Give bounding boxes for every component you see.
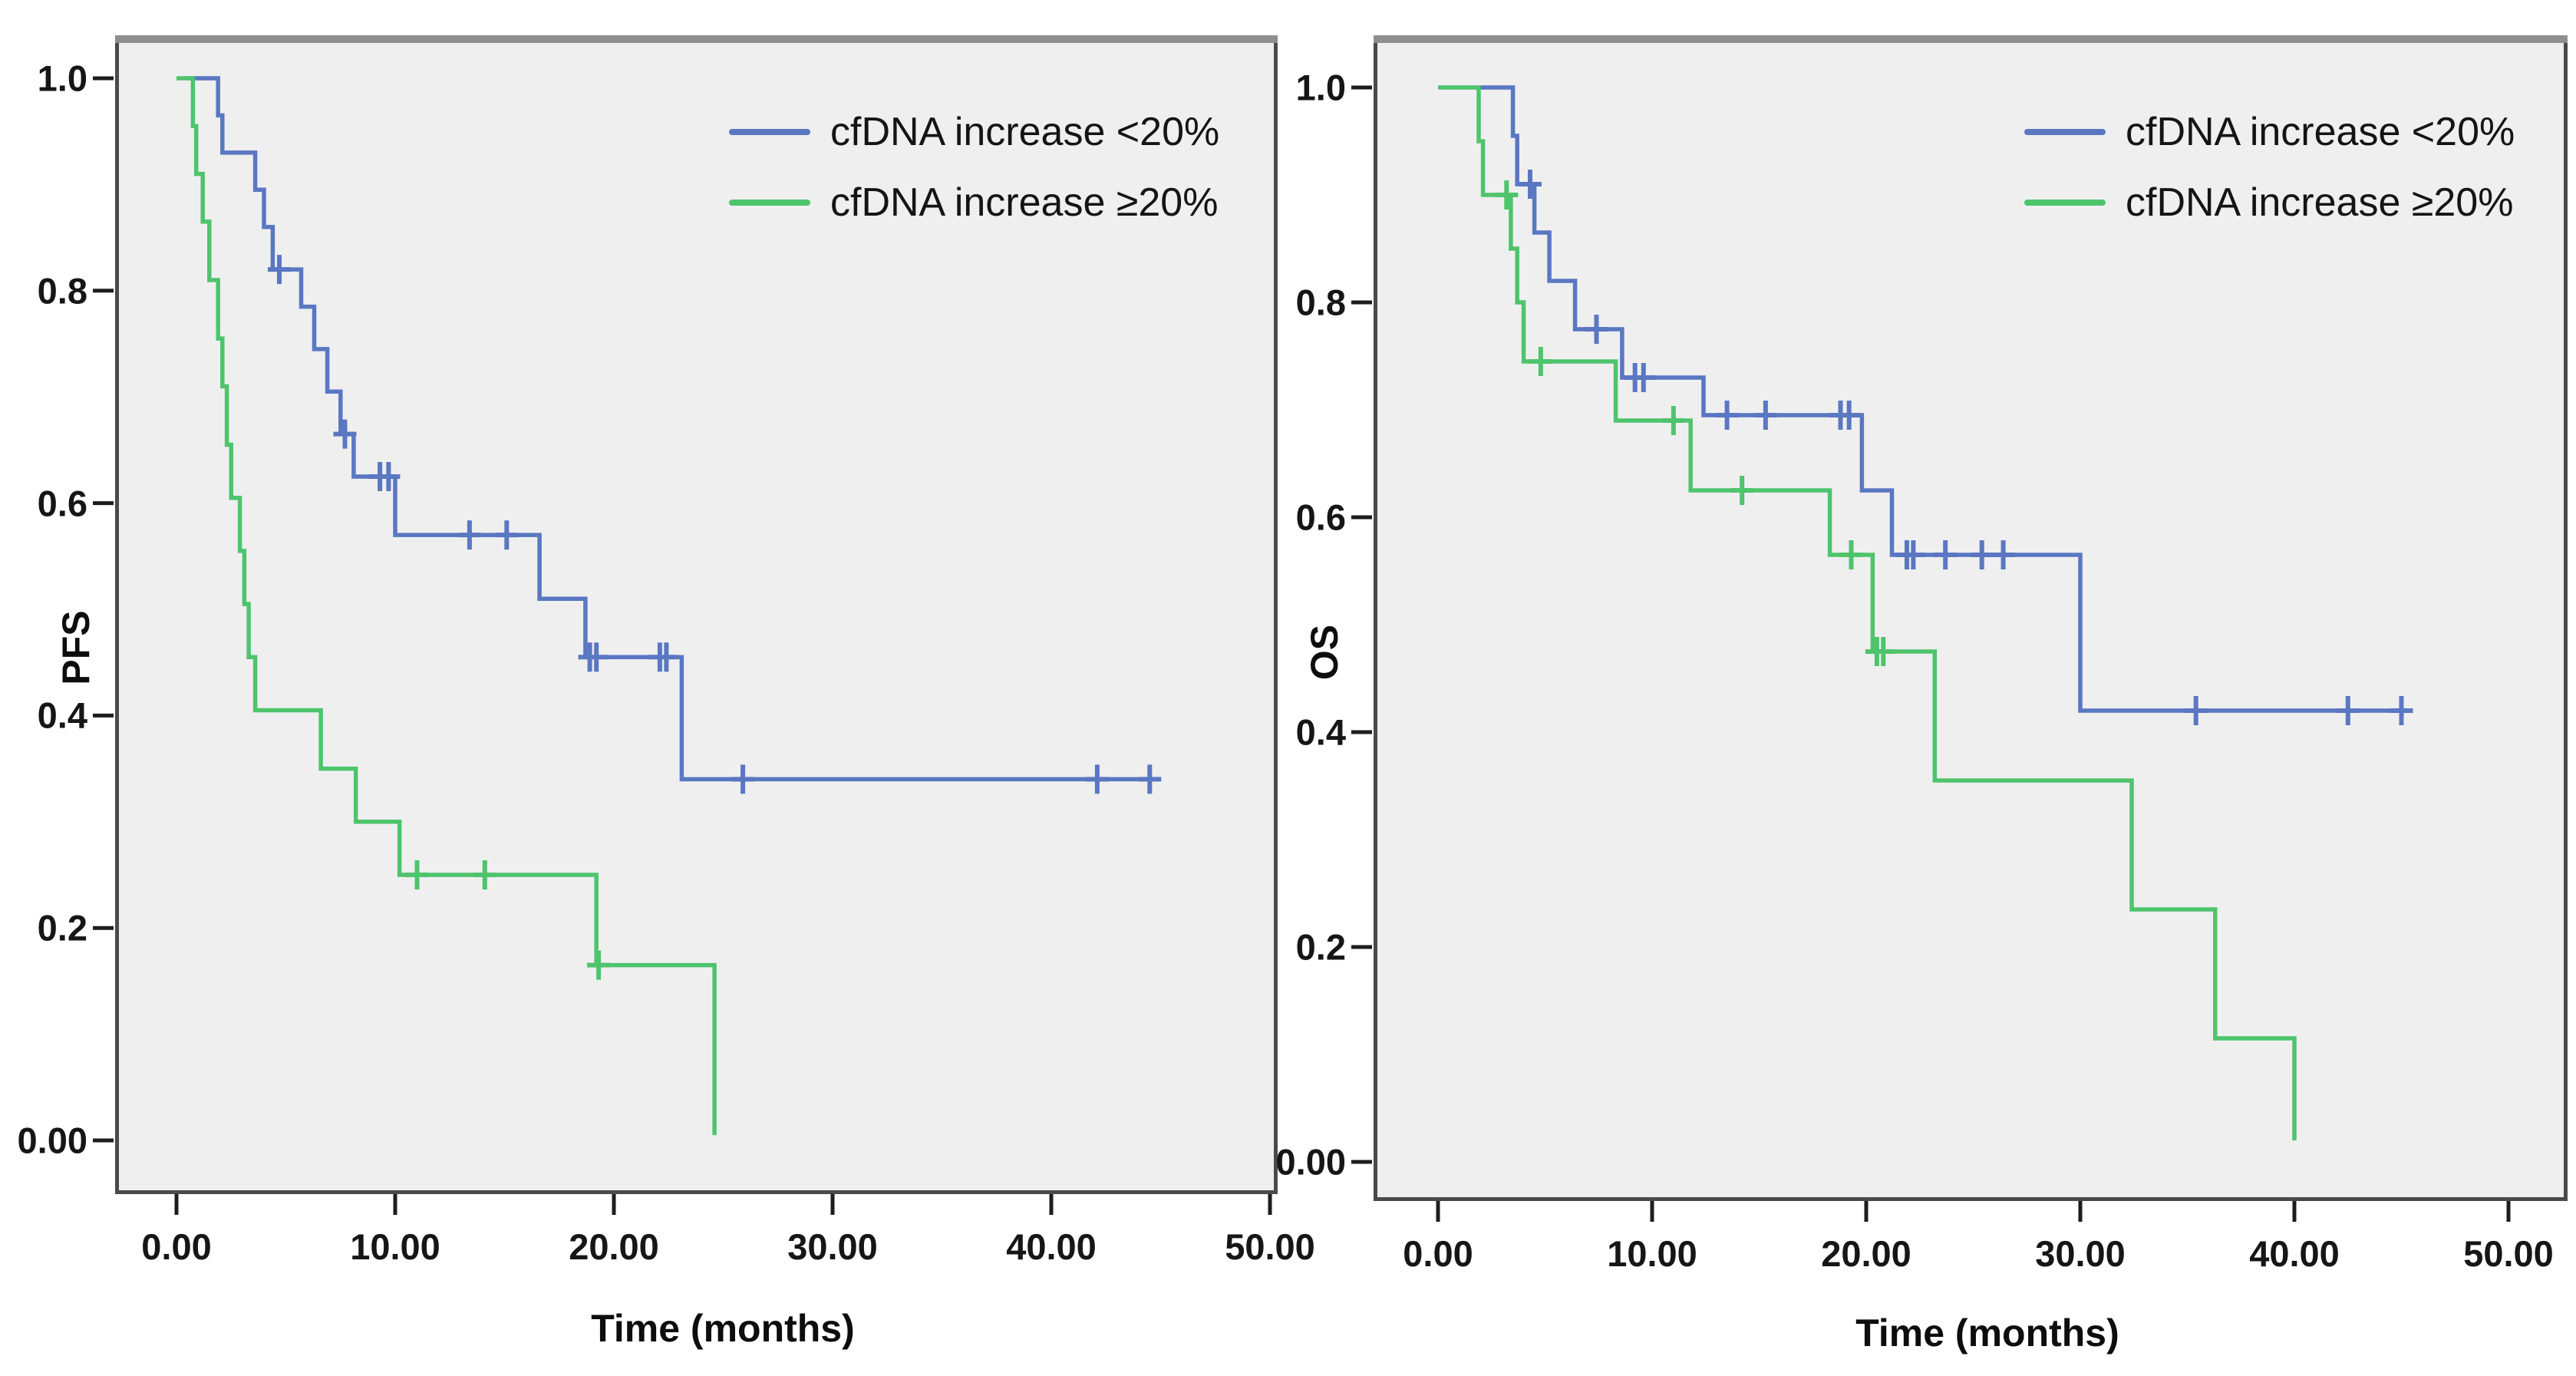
x-tick-label: 40.00 — [2249, 1233, 2340, 1274]
y-tick-label: 1.0 — [1295, 67, 1346, 108]
censor-marks-cfdna-ge20 — [1495, 180, 1895, 666]
y-axis-title-os: OS — [1303, 624, 1346, 681]
os-plot-canvas — [1351, 35, 2568, 1222]
km-curve-cfdna-ge20 — [1438, 85, 2297, 1140]
legend-item-cfdna-lt20: cfDNA increase <20% — [2024, 109, 2515, 155]
y-tick-label: 0.00 — [1275, 1141, 1346, 1183]
x-tick-label: 20.00 — [569, 1226, 659, 1267]
y-tick-label: 0.4 — [1295, 711, 1346, 753]
legend-line-blue-icon — [2024, 129, 2106, 135]
x-tick-label: 50.00 — [2463, 1233, 2554, 1274]
censor-marks-cfdna-lt20 — [268, 255, 1162, 794]
legend-line-green-icon — [729, 200, 810, 206]
x-tick-label: 30.00 — [787, 1226, 878, 1267]
legend-item-cfdna-ge20: cfDNA increase ≥20% — [2024, 180, 2515, 226]
y-tick-label: 0.8 — [1295, 282, 1346, 323]
x-tick-label: 0.00 — [1403, 1233, 1473, 1274]
legend-label: cfDNA increase ≥20% — [830, 180, 1219, 225]
legend-label: cfDNA increase <20% — [830, 110, 1220, 154]
y-axis-title-pfs: PFS — [54, 610, 97, 685]
y-tick-label: 0.6 — [37, 483, 87, 524]
y-tick-label: 1.0 — [37, 58, 87, 99]
y-tick-label: 0.4 — [37, 695, 87, 736]
x-tick-label: 10.00 — [350, 1226, 440, 1267]
legend-item-cfdna-ge20: cfDNA increase ≥20% — [729, 180, 1219, 226]
x-tick-label: 40.00 — [1006, 1226, 1097, 1267]
x-tick-label: 30.00 — [2035, 1233, 2126, 1274]
censor-marks-cfdna-lt20 — [1519, 170, 2413, 725]
legend-line-blue-icon — [729, 129, 810, 135]
x-tick-label: 50.00 — [1225, 1226, 1315, 1267]
plot-frame-top-edge — [1374, 35, 2568, 43]
censor-marks-cfdna-ge20 — [405, 860, 611, 980]
os-plot-panel: cfDNA increase <20% cfDNA increase ≥20% — [1351, 35, 2568, 1222]
y-tick-label: 0.6 — [1295, 497, 1346, 538]
x-tick-label: 10.00 — [1607, 1233, 1697, 1274]
x-axis-title-pfs: Time (months) — [591, 1307, 855, 1350]
km-curve-cfdna-lt20 — [187, 76, 1154, 782]
y-tick-label: 0.8 — [37, 270, 87, 312]
y-tick-label: 0.00 — [17, 1120, 87, 1161]
legend: cfDNA increase <20% cfDNA increase ≥20% — [2024, 109, 2515, 250]
x-tick-label: 20.00 — [1821, 1233, 1911, 1274]
plot-frame-top-edge — [115, 35, 1278, 43]
legend-label: cfDNA increase <20% — [2126, 110, 2515, 154]
legend: cfDNA increase <20% cfDNA increase ≥20% — [729, 109, 1219, 250]
legend-item-cfdna-lt20: cfDNA increase <20% — [729, 109, 1219, 155]
pfs-plot-panel: cfDNA increase <20% cfDNA increase ≥20% — [93, 35, 1278, 1215]
pfs-plot-canvas — [93, 35, 1278, 1215]
y-tick-label: 0.2 — [1295, 926, 1346, 968]
y-tick-label: 0.2 — [37, 907, 87, 949]
legend-label: cfDNA increase ≥20% — [2126, 180, 2514, 225]
km-curve-cfdna-ge20 — [176, 76, 717, 1136]
x-tick-label: 0.00 — [141, 1226, 212, 1267]
legend-line-green-icon — [2024, 200, 2106, 206]
x-axis-title-os: Time (months) — [1855, 1312, 2119, 1355]
